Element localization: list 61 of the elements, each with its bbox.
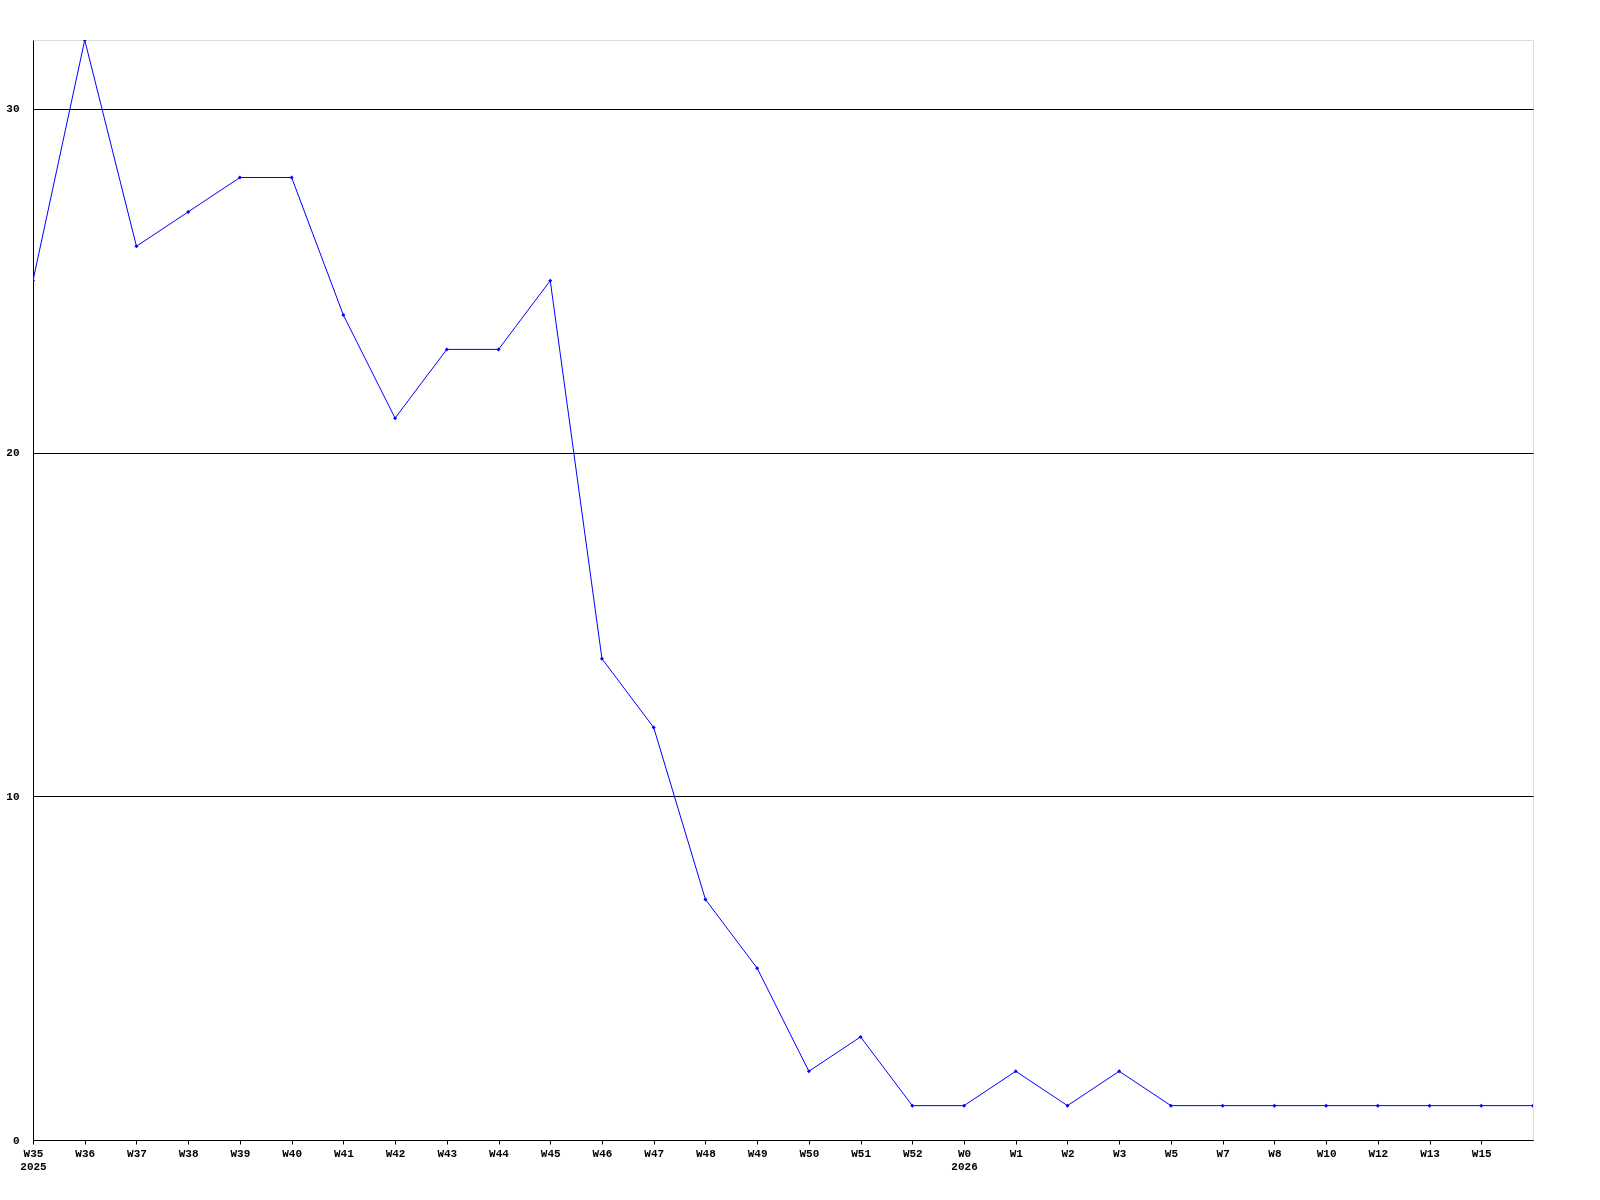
x-tick-label: W49	[747, 1147, 768, 1160]
x-tick-label: W13	[1420, 1147, 1441, 1160]
point	[755, 966, 760, 971]
point	[599, 656, 604, 661]
x-tick-label: W42	[385, 1147, 406, 1160]
point	[548, 278, 553, 283]
point	[1272, 1103, 1277, 1108]
x-tick-label: W12	[1368, 1147, 1389, 1160]
point	[1013, 1069, 1018, 1074]
y-tick-label: 30	[6, 103, 20, 116]
x-tick-label: W39	[230, 1147, 251, 1160]
point	[1479, 1103, 1484, 1108]
point	[858, 1034, 863, 1039]
x-tick-label: W38	[178, 1147, 199, 1160]
x-tick-label: W2	[1061, 1147, 1075, 1160]
x-tick-label: W45	[540, 1147, 562, 1160]
point	[806, 1069, 811, 1074]
point	[1117, 1069, 1122, 1074]
y-tick-label: 10	[6, 790, 20, 803]
y-tick-label: 0	[12, 1134, 20, 1147]
x-tick-label: W51	[851, 1147, 872, 1160]
point	[910, 1103, 915, 1108]
point	[393, 416, 398, 421]
x-tick-label: W48	[696, 1147, 717, 1160]
point	[1427, 1103, 1432, 1108]
x-tick-label: W43	[437, 1147, 458, 1160]
point	[1324, 1103, 1329, 1108]
point	[962, 1103, 967, 1108]
x-tick-label: W35 2025	[20, 1147, 48, 1173]
point	[444, 347, 449, 352]
point	[237, 175, 242, 180]
x-tick-label: W40	[282, 1147, 303, 1160]
x-tick-label: W37	[127, 1147, 147, 1160]
y-tick-label: 20	[6, 447, 20, 459]
point	[1220, 1103, 1225, 1108]
x-tick-label: W46	[592, 1147, 613, 1160]
x-tick-label: W15	[1471, 1147, 1493, 1160]
x-tick-label: W41	[333, 1147, 355, 1160]
x-tick-label: W36	[75, 1147, 96, 1160]
x-tick-label: W3	[1113, 1147, 1127, 1160]
x-tick-label: W0 2026	[951, 1147, 978, 1173]
x-tick-label: W5	[1164, 1147, 1179, 1160]
point	[1065, 1103, 1070, 1108]
point	[496, 347, 501, 352]
point	[1168, 1103, 1173, 1108]
x-tick-label: W50	[799, 1147, 820, 1160]
point	[1375, 1103, 1380, 1108]
point	[341, 313, 346, 317]
point	[134, 244, 139, 249]
x-tick-label: W7	[1216, 1147, 1230, 1160]
point	[186, 209, 191, 214]
x-tick-label: W52	[902, 1147, 923, 1160]
x-tick-label: W10	[1316, 1147, 1337, 1160]
x-tick-label: W1	[1009, 1147, 1024, 1160]
x-tick-label: W44	[489, 1147, 510, 1160]
point	[651, 725, 656, 730]
point	[289, 175, 294, 180]
point	[703, 897, 708, 902]
x-tick-label: W47	[644, 1147, 665, 1160]
x-tick-label: W8	[1268, 1147, 1282, 1160]
line-series	[33, 40, 1533, 1108]
